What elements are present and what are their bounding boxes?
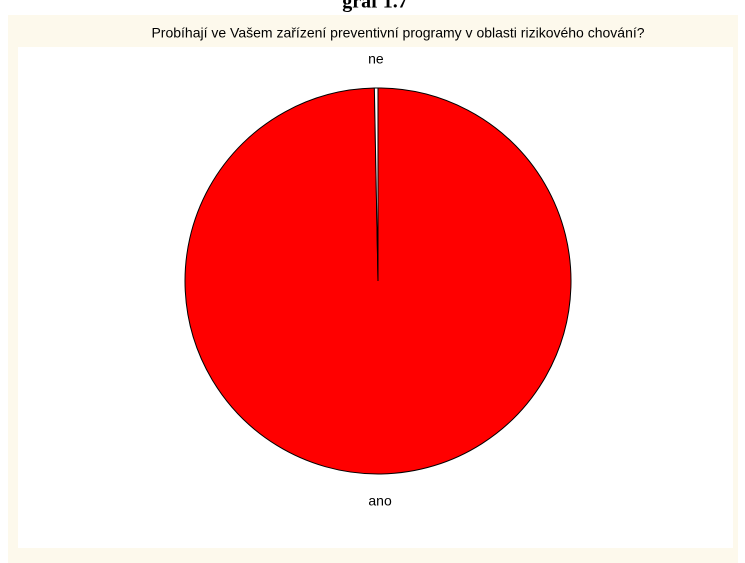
header: graf 1.7 bbox=[342, 0, 408, 13]
slice-label: ano bbox=[368, 493, 392, 509]
chart-title: Probíhají ve Vašem zařízení preventivní … bbox=[151, 25, 644, 41]
slice-label: ne bbox=[368, 51, 384, 67]
pie-slice bbox=[373, 87, 379, 282]
